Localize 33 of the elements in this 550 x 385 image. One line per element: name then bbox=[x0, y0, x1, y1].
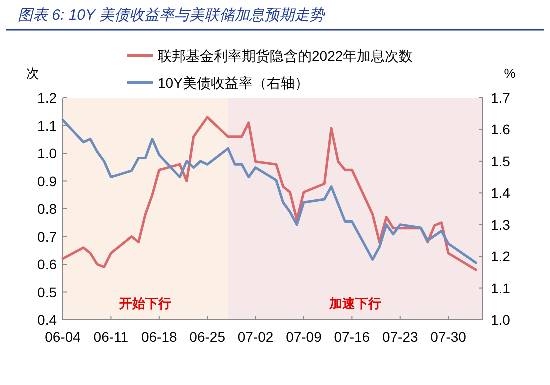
x-tick-label: 07-16 bbox=[334, 329, 370, 345]
x-tick-label: 07-09 bbox=[286, 329, 322, 345]
y-axis-title: 次 bbox=[26, 66, 40, 81]
y2-tick-label: 1.7 bbox=[491, 90, 511, 106]
band-label: 开始下行 bbox=[118, 296, 172, 311]
band-label: 加速下行 bbox=[328, 296, 382, 311]
y-tick-label: 1.0 bbox=[38, 146, 58, 162]
x-tick-label: 07-30 bbox=[430, 329, 467, 345]
x-tick-label: 06-04 bbox=[45, 329, 82, 345]
y-tick-label: 0.5 bbox=[38, 284, 58, 300]
y2-tick-label: 1.4 bbox=[491, 185, 511, 202]
y-tick-label: 0.8 bbox=[38, 201, 58, 217]
y2-tick-label: 1.2 bbox=[491, 248, 511, 265]
x-tick-label: 07-02 bbox=[238, 329, 274, 345]
y-tick-label: 1.1 bbox=[38, 118, 58, 134]
y2-tick-label: 1.6 bbox=[491, 122, 511, 138]
y2-tick-label: 1.3 bbox=[491, 216, 511, 233]
y2-tick-label: 1.0 bbox=[491, 312, 511, 328]
x-tick-label: 06-18 bbox=[141, 329, 178, 345]
y-tick-label: 0.6 bbox=[38, 256, 58, 272]
y-tick-label: 1.2 bbox=[38, 90, 58, 106]
y2-tick-label: 1.1 bbox=[491, 280, 511, 296]
x-tick-label: 06-25 bbox=[190, 329, 226, 345]
legend-label: 10Y美债收益率（右轴） bbox=[158, 75, 309, 91]
y-tick-label: 0.7 bbox=[38, 228, 58, 245]
y-tick-label: 0.4 bbox=[38, 312, 58, 328]
chart-title: 图表 6: 10Y 美债收益率与美联储加息预期走势 bbox=[18, 7, 326, 24]
y2-axis-title: % bbox=[504, 66, 516, 81]
y2-tick-label: 1.5 bbox=[491, 153, 511, 170]
x-tick-label: 06-11 bbox=[94, 329, 129, 345]
x-tick-label: 07-23 bbox=[382, 329, 418, 345]
legend-label: 联邦基金利率期货隐含的2022年加息次数 bbox=[158, 48, 414, 64]
y-tick-label: 0.9 bbox=[38, 173, 58, 190]
